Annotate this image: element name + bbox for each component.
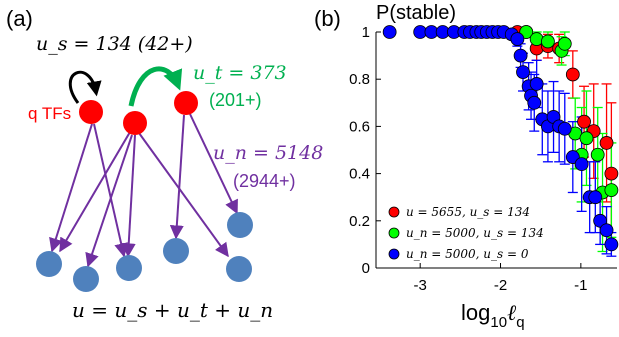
target-node	[227, 212, 253, 238]
tf-node	[123, 111, 147, 135]
data-point-series-2	[541, 34, 555, 49]
edge	[169, 114, 185, 240]
data-point-series-2	[604, 183, 619, 198]
y-tick-label: 0.6	[349, 118, 370, 135]
x-tick-label: -3	[414, 277, 427, 294]
data-point-series-3	[516, 65, 530, 80]
un-subtext: (2944+)	[233, 171, 296, 191]
edge	[121, 134, 136, 258]
x-axis-label: log10ℓq	[461, 300, 525, 331]
legend-label-1: u = 5655, u_s = 134	[406, 205, 530, 219]
plot-area: 0 0.2 0.4 0.6 0.8 1 -3 -2 -1	[349, 24, 619, 294]
edge	[85, 134, 133, 268]
data-point-series-2	[529, 32, 544, 46]
self-loop-arrow	[68, 70, 102, 104]
data-point-series-3	[588, 190, 603, 205]
data-point-series-3	[557, 121, 572, 136]
edge	[138, 132, 229, 258]
data-point-series-1	[604, 166, 619, 181]
x-tick-label: -2	[494, 277, 507, 294]
y-tick-label: 0.4	[349, 166, 370, 183]
legend-marker-green	[388, 227, 400, 239]
panel-b: (b) P(stable) 0 0.2 0.4 0.6 0.8 1 -3 -2 -1 log10…	[314, 2, 619, 331]
target-node	[163, 238, 189, 264]
panel-a-label: (a)	[6, 6, 33, 31]
data-point-series-3	[599, 223, 614, 238]
edge	[93, 123, 129, 258]
data-point-series-3	[604, 237, 619, 252]
tf-node	[174, 91, 198, 115]
data-point-series-1	[565, 67, 580, 82]
data-point-series-2	[557, 36, 572, 51]
data-point-series-3	[510, 32, 525, 46]
us-annotation: u_s = 134 (42+)	[36, 33, 193, 55]
data-point-series-3	[513, 48, 528, 63]
data-point-series-3	[593, 213, 608, 228]
y-tick-label: 1	[362, 24, 370, 41]
tf-node	[79, 100, 103, 124]
legend-label-3: u_n = 5000, u_s = 0	[406, 247, 529, 261]
data-point-series-3	[574, 157, 589, 172]
data-point-series-2	[579, 131, 594, 146]
data-point-series-3	[382, 25, 397, 39]
target-node	[36, 251, 62, 277]
edge	[49, 123, 93, 253]
y-tick-label: 0.2	[349, 213, 370, 230]
edge	[189, 113, 238, 215]
y-tick-label: 0.8	[349, 71, 370, 88]
legend-marker-red	[388, 206, 400, 218]
panel-a: (a) u_s = 134 (42+) u_t = 373 (201+) u_n…	[6, 6, 323, 322]
target-node	[116, 255, 142, 281]
data-point-series-2	[590, 147, 605, 162]
tf-target-edges	[49, 113, 238, 268]
legend-marker-blue	[388, 248, 400, 260]
y-tick-label: 0	[362, 260, 370, 277]
data-point-series-1	[599, 136, 614, 150]
data-point-series-1	[577, 114, 591, 129]
legend: u = 5655, u_s = 134 u_n = 5000, u_s = 13…	[388, 205, 544, 261]
equation: u = u_s + u_t + u_n	[72, 298, 273, 322]
ut-annotation: u_t = 373	[193, 62, 287, 84]
chart-title: P(stable)	[376, 2, 456, 24]
un-annotation: u_n = 5148	[213, 142, 323, 164]
panel-b-label: (b)	[314, 6, 341, 31]
x-tick-label: -1	[574, 277, 587, 294]
data-point-series-3	[527, 95, 542, 110]
target-node	[73, 266, 99, 292]
data-point-series-3	[529, 77, 544, 91]
edge	[59, 131, 131, 253]
target-node	[226, 256, 252, 282]
ut-subtext: (201+)	[209, 90, 262, 110]
legend-label-2: u_n = 5000, u_s = 134	[406, 226, 544, 240]
tf-to-tf-arrow	[128, 66, 183, 107]
tf-label: q TFs	[28, 104, 71, 123]
